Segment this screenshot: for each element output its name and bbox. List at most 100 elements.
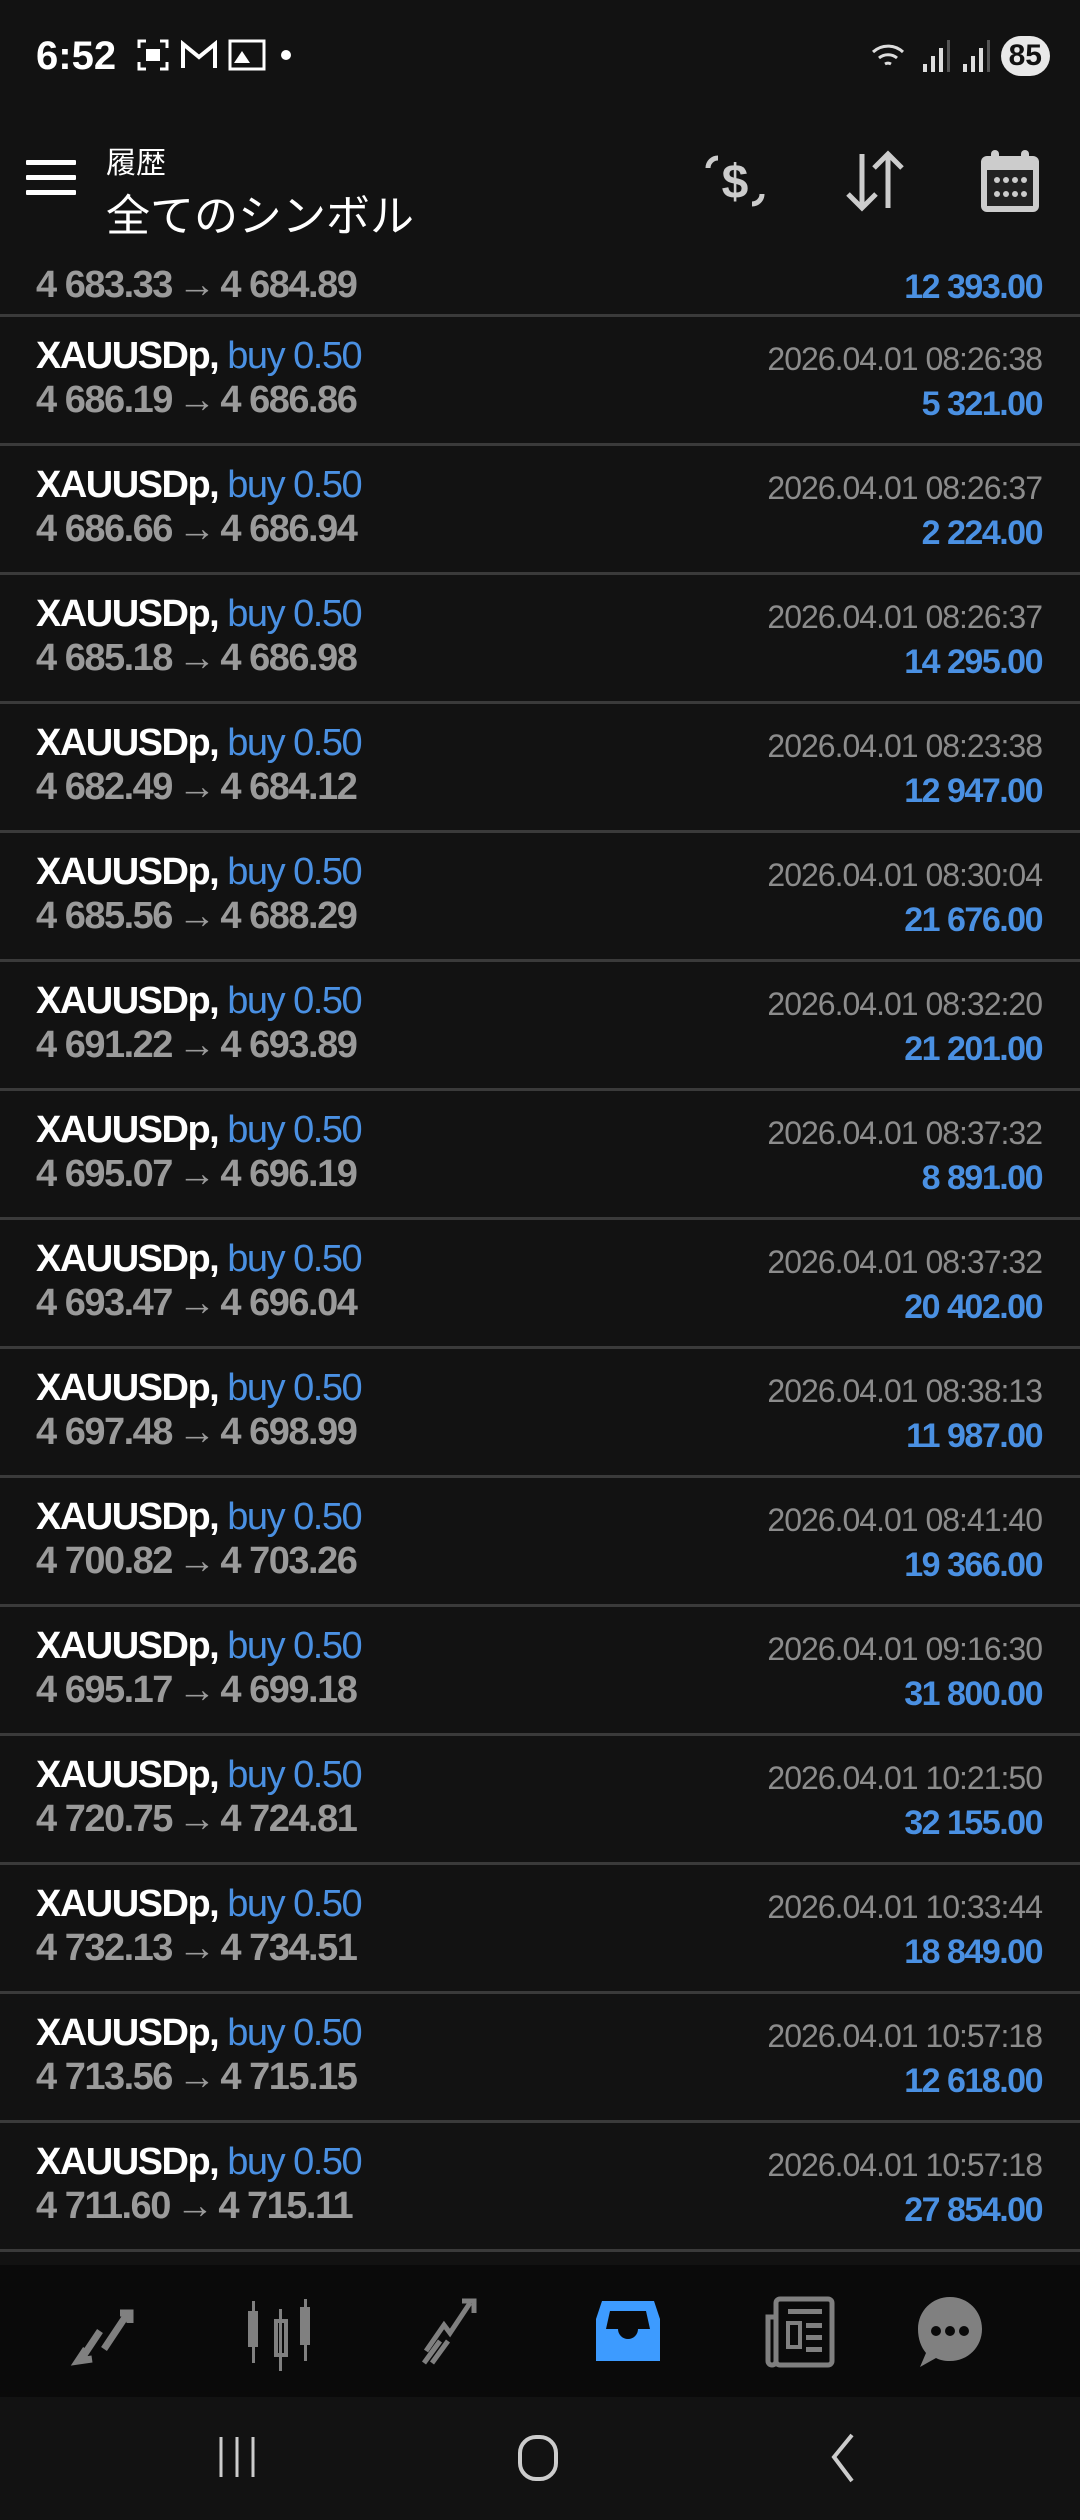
trade-row[interactable]: XAUUSDp, buy 0.50 2026.04.01 09:16:30 4 69… — [0, 1607, 1080, 1736]
profit: 12 947.00 — [904, 772, 1043, 810]
symbol: XAUUSDp, — [36, 335, 220, 377]
nav-quotes-icon[interactable] — [68, 2291, 148, 2371]
price-range: 4 685.56 → 4 688.29 — [36, 895, 358, 938]
close-price: 4 696.19 — [220, 1153, 357, 1195]
symbol: XAUUSDp, — [36, 1238, 220, 1280]
trade-side-volume: buy 0.50 — [227, 1496, 362, 1538]
menu-button[interactable] — [26, 160, 76, 200]
nav-trade-icon[interactable] — [410, 2291, 490, 2371]
arrow-icon: → — [177, 1282, 216, 1324]
arrow-icon: → — [177, 2056, 216, 2098]
trade-row[interactable]: XAUUSDp, buy 0.50 2026.04.01 08:32:20 4 69… — [0, 962, 1080, 1091]
trade-row[interactable]: XAUUSDp, buy 0.50 2026.04.01 08:23:38 4 68… — [0, 704, 1080, 833]
trade-time: 2026.04.01 08:26:37 — [767, 470, 1043, 506]
nav-chart-icon[interactable] — [240, 2291, 320, 2371]
trade-title: XAUUSDp, buy 0.50 — [36, 1754, 363, 1797]
open-price: 4 720.75 — [36, 1798, 173, 1840]
signal-icon — [922, 40, 950, 72]
trade-row[interactable]: XAUUSDp, buy 0.50 2026.04.01 08:26:38 4 68… — [0, 317, 1080, 446]
trade-row[interactable]: XAUUSDp, buy 0.50 2026.04.01 10:21:50 4 72… — [0, 1736, 1080, 1865]
close-price: 4 715.11 — [218, 2185, 353, 2227]
arrow-icon: → — [175, 2185, 214, 2227]
recent-apps-icon[interactable] — [207, 2427, 267, 2487]
trade-row[interactable]: XAUUSDp, buy 0.50 2026.04.01 08:26:37 4 68… — [0, 446, 1080, 575]
open-price: 4 685.18 — [36, 637, 173, 679]
calendar-icon[interactable] — [975, 146, 1045, 216]
trade-row[interactable]: XAUUSDp, buy 0.50 2026.04.01 10:57:18 4 71… — [0, 2123, 1080, 2252]
trade-row[interactable]: XAUUSDp, buy 0.50 2026.04.01 08:26:37 4 68… — [0, 575, 1080, 704]
price-range: 4 683.33 → 4 684.89 — [36, 264, 358, 307]
trade-time: 2026.04.01 10:57:18 — [767, 2147, 1043, 2183]
trade-time: 2026.04.01 08:38:13 — [767, 1373, 1043, 1409]
profit: 20 402.00 — [904, 1288, 1043, 1326]
symbol: XAUUSDp, — [36, 1883, 220, 1925]
price-range: 4 713.56 → 4 715.15 — [36, 2056, 358, 2099]
arrow-icon: → — [177, 1153, 216, 1195]
trade-side-volume: buy 0.50 — [227, 335, 362, 377]
gallery-icon — [228, 39, 266, 71]
trade-row[interactable]: XAUUSDp, buy 0.50 2026.04.01 10:57:18 4 71… — [0, 1994, 1080, 2123]
profit: 32 155.00 — [904, 1804, 1043, 1842]
price-range: 4 685.18 → 4 686.98 — [36, 637, 358, 680]
close-price: 4 724.81 — [220, 1798, 357, 1840]
profit: 12 393.00 — [904, 268, 1043, 306]
trade-side-volume: buy 0.50 — [227, 2012, 362, 2054]
symbol: XAUUSDp, — [36, 2141, 220, 2183]
symbol: XAUUSDp, — [36, 1109, 220, 1151]
trade-row[interactable]: XAUUSDp, buy 0.50 2026.04.01 08:37:32 4 69… — [0, 1091, 1080, 1220]
price-range: 4 720.75 → 4 724.81 — [36, 1798, 358, 1841]
arrow-icon: → — [177, 1927, 216, 1969]
arrow-icon: → — [177, 1798, 216, 1840]
close-price: 4 703.26 — [220, 1540, 357, 1582]
nav-news-icon[interactable] — [760, 2291, 840, 2371]
trade-row[interactable]: XAUUSDp, buy 0.50 2026.04.01 08:30:04 4 68… — [0, 833, 1080, 962]
symbol: XAUUSDp, — [36, 1496, 220, 1538]
symbol: XAUUSDp, — [36, 593, 220, 635]
open-price: 4 683.33 — [36, 264, 173, 306]
trade-title: XAUUSDp, buy 0.50 — [36, 593, 363, 636]
trade-title: XAUUSDp, buy 0.50 — [36, 1367, 363, 1410]
trade-side-volume: buy 0.50 — [227, 1625, 362, 1667]
trade-time: 2026.04.01 08:41:40 — [767, 1502, 1043, 1538]
bottom-navigation — [0, 2265, 1080, 2397]
close-price: 4 715.15 — [220, 2056, 357, 2098]
open-price: 4 700.82 — [36, 1540, 173, 1582]
price-range: 4 697.48 → 4 698.99 — [36, 1411, 358, 1454]
price-range: 4 682.49 → 4 684.12 — [36, 766, 358, 809]
close-price: 4 686.86 — [220, 379, 357, 421]
battery-level: 85 — [1000, 36, 1050, 76]
trade-time: 2026.04.01 10:57:18 — [767, 2018, 1043, 2054]
nav-history-icon[interactable] — [588, 2291, 668, 2371]
trade-row[interactable]: XAUUSDp, buy 0.50 2026.04.01 10:33:44 4 73… — [0, 1865, 1080, 1994]
close-price: 4 693.89 — [220, 1024, 357, 1066]
trade-row[interactable]: XAUUSDp, buy 0.50 2026.04.01 08:41:40 4 70… — [0, 1478, 1080, 1607]
symbol-filter[interactable]: 全てのシンボル — [106, 192, 414, 241]
trade-side-volume: buy 0.50 — [227, 1883, 362, 1925]
price-range: 4 695.07 → 4 696.19 — [36, 1153, 358, 1196]
arrow-icon: → — [177, 1411, 216, 1453]
trade-title: XAUUSDp, buy 0.50 — [36, 2012, 363, 2055]
back-icon[interactable] — [812, 2427, 872, 2487]
close-price: 4 684.12 — [220, 766, 357, 808]
trade-title: XAUUSDp, buy 0.50 — [36, 1496, 363, 1539]
trade-side-volume: buy 0.50 — [227, 980, 362, 1022]
price-range: 4 732.13 → 4 734.51 — [36, 1927, 358, 1970]
close-price: 4 688.29 — [220, 895, 357, 937]
arrow-icon: → — [177, 637, 216, 679]
trade-side-volume: buy 0.50 — [227, 1367, 362, 1409]
symbol: XAUUSDp, — [36, 851, 220, 893]
home-icon[interactable] — [508, 2427, 568, 2487]
trade-row[interactable]: XAUUSDp, buy 0.50 2026.04.01 08:38:13 4 69… — [0, 1349, 1080, 1478]
profit: 21 676.00 — [904, 901, 1043, 939]
trade-title: XAUUSDp, buy 0.50 — [36, 335, 363, 378]
sort-icon[interactable] — [840, 146, 910, 216]
currency-exchange-icon[interactable]: $ — [700, 146, 770, 216]
open-price: 4 682.49 — [36, 766, 173, 808]
trade-row[interactable]: XAUUSDp, buy 0.50 2026.04.01 08:37:32 4 69… — [0, 1220, 1080, 1349]
nav-messages-icon[interactable] — [910, 2291, 990, 2371]
open-price: 4 693.47 — [36, 1282, 173, 1324]
trade-row[interactable]: 4 683.33 → 4 684.89 12 393.00 — [0, 260, 1080, 317]
profit: 21 201.00 — [904, 1030, 1043, 1068]
trade-history-list[interactable]: 4 683.33 → 4 684.89 12 393.00 XAUUSDp, buy… — [0, 260, 1080, 2252]
trade-title: XAUUSDp, buy 0.50 — [36, 1109, 363, 1152]
